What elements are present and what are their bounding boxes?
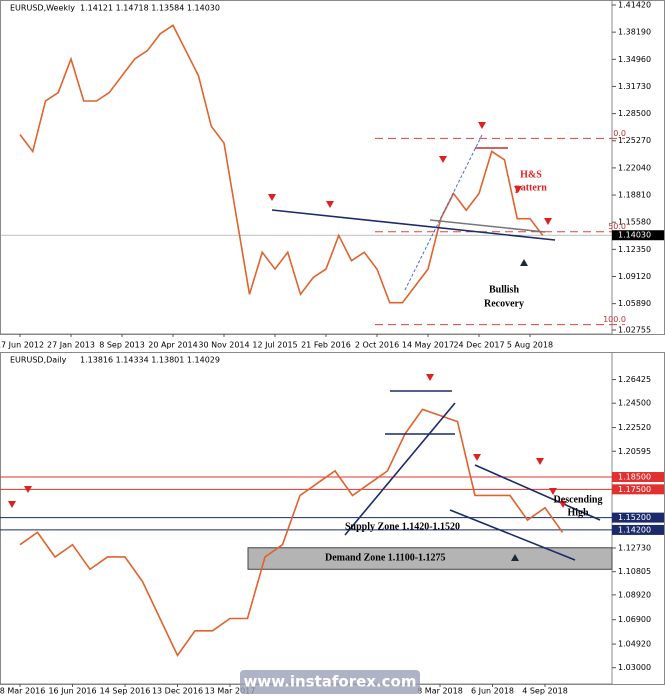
- annotation: Recovery: [484, 298, 524, 309]
- x-tick-label: 21 Feb 2016: [301, 341, 351, 350]
- price-line: [19, 24, 544, 304]
- x-tick-label: 17 Jun 2012: [0, 341, 44, 350]
- x-tick-label: 14 Sep 2016: [100, 687, 151, 696]
- annotation: Demand Zone 1.1100-1.1275: [325, 552, 446, 563]
- x-tick-label: 14 May 2017: [402, 341, 454, 350]
- level-label: 1.14200: [618, 525, 651, 534]
- x-tick-label: 8 Sep 2013: [99, 341, 145, 350]
- trend-line: [344, 402, 456, 536]
- y-tick-label: 1.22040: [618, 163, 651, 172]
- y-tick-label: 1.41420: [618, 1, 651, 10]
- annotation: Supply Zone 1.1420-1.1520: [345, 521, 460, 532]
- level-label: 1.14030: [618, 231, 651, 240]
- y-tick-label: 1.02755: [618, 326, 651, 335]
- y-tick-label: 1.22520: [618, 423, 651, 432]
- level-label: 1.15200: [618, 513, 651, 522]
- y-tick-label: 1.09120: [618, 272, 651, 281]
- neckline: [429, 219, 546, 233]
- level-box: [612, 472, 664, 483]
- trend-line: [271, 209, 556, 241]
- fib-label: 0.0: [613, 129, 626, 138]
- x-tick-label: 16 Jun 2016: [48, 687, 96, 696]
- x-tick-label: 5 Aug 2018: [507, 341, 553, 350]
- wedge-line: [404, 134, 483, 291]
- y-tick-label: 1.31730: [618, 82, 651, 91]
- level-box: [612, 230, 664, 241]
- y-tick-label: 1.03000: [618, 663, 651, 672]
- panel-ohlc: 1.14121 1.14718 1.13584 1.14030: [80, 4, 220, 13]
- y-tick-label: 1.28500: [618, 109, 651, 118]
- x-tick-label: 8 Mar 2018: [417, 687, 463, 696]
- y-tick-label: 1.34960: [618, 55, 651, 64]
- y-tick-label: 1.05890: [618, 299, 651, 308]
- x-tick-label: 30 Nov 2014: [198, 341, 249, 350]
- x-tick-label: 13 Mar 2017: [205, 687, 256, 696]
- x-tick-label: 2 Oct 2016: [355, 341, 399, 350]
- panel-frame: [0, 0, 665, 335]
- x-tick-label: 13 Dec 2016: [152, 687, 203, 696]
- x-tick-label: 24 Dec 2017: [453, 341, 504, 350]
- y-tick-label: 1.15580: [618, 218, 651, 227]
- demand-zone: [247, 547, 613, 570]
- y-tick-label: 1.26425: [618, 375, 651, 384]
- x-tick-label: 6 Jun 2018: [471, 687, 514, 696]
- trend-line: [474, 464, 601, 521]
- watermark: www.instaforex.com: [244, 673, 417, 691]
- level-label: 1.17500: [618, 485, 651, 494]
- y-tick-label: 1.10805: [618, 567, 651, 576]
- level-label: 1.18500: [618, 473, 651, 482]
- annotation: Bullish: [489, 284, 519, 295]
- y-tick-label: 1.20595: [618, 447, 651, 456]
- annotation: H&S: [520, 169, 542, 180]
- fib-label: 100.0: [603, 315, 626, 324]
- y-tick-label: 1.12730: [618, 544, 651, 553]
- y-tick-label: 1.12350: [618, 245, 651, 254]
- annotation: Descending: [554, 494, 603, 505]
- panel-title: EURUSD,Weekly: [10, 4, 75, 13]
- x-tick-label: 12 Jul 2015: [252, 341, 297, 350]
- level-box: [612, 484, 664, 495]
- level-box: [612, 512, 664, 523]
- panel-ohlc: 1.13816 1.14334 1.13801 1.14029: [80, 356, 220, 365]
- fib-label: 50.0: [608, 222, 626, 231]
- price-line: [19, 408, 564, 657]
- y-tick-label: 1.24500: [618, 399, 651, 408]
- x-tick-label: 18 Mar 2016: [0, 687, 45, 696]
- trend-line: [449, 509, 576, 561]
- y-tick-label: 1.25270: [618, 136, 651, 145]
- x-tick-label: 20 Apr 2014: [148, 341, 197, 350]
- watermark-bg: [240, 670, 420, 694]
- panel-title: EURUSD,Daily: [10, 356, 67, 365]
- overlays: [271, 134, 601, 561]
- y-tick-label: 1.08920: [618, 590, 651, 599]
- panel-frame: [0, 352, 665, 685]
- level-box: [612, 524, 664, 535]
- y-tick-label: 1.04920: [618, 640, 651, 649]
- annotation: pattern: [515, 182, 547, 193]
- y-tick-label: 1.38190: [618, 28, 651, 37]
- x-tick-label: 27 Jan 2013: [47, 341, 95, 350]
- x-tick-label: 4 Sep 2018: [522, 687, 568, 696]
- y-tick-label: 1.06900: [618, 615, 651, 624]
- y-tick-label: 1.18810: [618, 191, 651, 200]
- annotation: High: [567, 507, 589, 518]
